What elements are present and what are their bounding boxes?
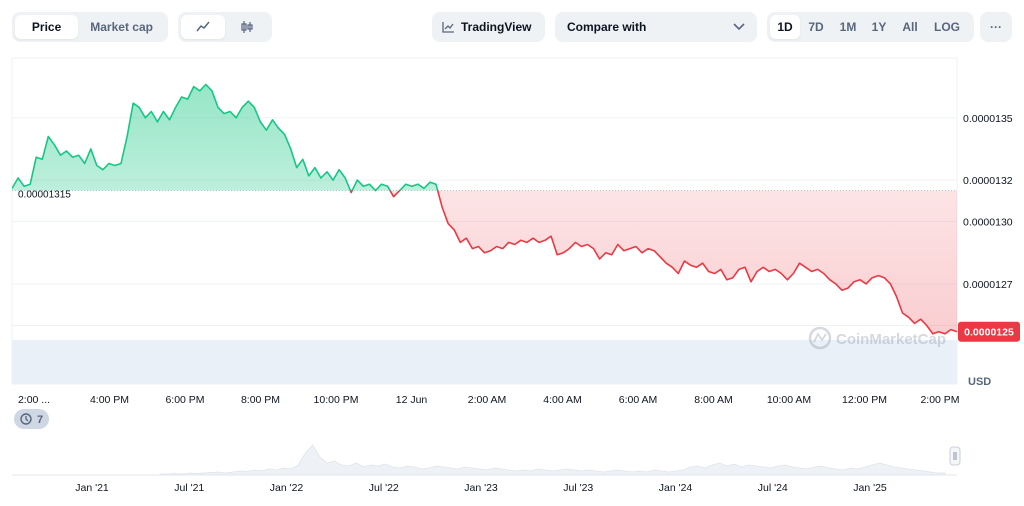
tradingview-label: TradingView — [461, 20, 532, 34]
candlestick-button[interactable] — [225, 15, 269, 39]
price-line-down — [349, 190, 957, 335]
navigator-handle[interactable] — [949, 446, 961, 466]
range-7d-button[interactable]: 7D — [808, 20, 824, 34]
x-tick-label: 6:00 PM — [165, 394, 204, 406]
y-tick-label: 0.0000127 — [963, 279, 1013, 291]
range-all-button[interactable]: All — [902, 20, 918, 34]
x-tick-label: 12 Jun — [396, 394, 428, 406]
tradingview-button[interactable]: TradingView — [432, 12, 545, 42]
y-tick-label: 0.0000135 — [963, 113, 1013, 125]
price-tab[interactable]: Price — [15, 15, 79, 39]
chart-style-toggle — [178, 12, 272, 42]
range-toggle: 1D 7D 1M 1Y All LOG — [767, 12, 974, 42]
y-tick-label: 0.0000125 — [963, 320, 1013, 332]
x-tick-label: 4:00 AM — [543, 394, 582, 406]
x-tick-label: 2:00 AM — [468, 394, 507, 406]
x-tick-label: 2:00 PM — [920, 394, 959, 406]
last-price-label: 0.0000125 — [964, 327, 1014, 339]
x-tick-label: 4:00 PM — [90, 394, 129, 406]
chevron-down-icon — [733, 23, 745, 31]
navigator-tick-label: Jan '22 — [270, 482, 304, 494]
navigator-tick-label: Jul '21 — [174, 482, 204, 494]
market-cap-tab[interactable]: Market cap — [90, 20, 153, 34]
x-tick-label: 8:00 AM — [694, 394, 733, 406]
volume-band — [12, 340, 957, 384]
compare-with-select[interactable]: Compare with — [555, 12, 757, 42]
y-tick-label: 0.0000130 — [963, 217, 1013, 229]
plot-frame — [11, 57, 958, 385]
coinmarketcap-watermark: CoinMarketCap — [808, 326, 946, 350]
navigator-tick-label: Jan '23 — [464, 482, 498, 494]
range-1m-button[interactable]: 1M — [839, 20, 857, 34]
price-line-up — [12, 83, 439, 191]
navigator-tick-label: Jan '25 — [853, 482, 887, 494]
more-options-icon: ··· — [990, 20, 1002, 34]
x-tick-label: 8:00 PM — [241, 394, 280, 406]
navigator-tick-label: Jul '22 — [369, 482, 399, 494]
navigator-tick-label: Jul '24 — [758, 482, 788, 494]
x-tick-label: 6:00 AM — [619, 394, 658, 406]
x-tick-label: 10:00 PM — [314, 394, 359, 406]
navigator-tick-label: Jan '24 — [659, 482, 693, 494]
line-chart-button[interactable] — [181, 15, 225, 39]
tradingview-chart-icon — [442, 21, 455, 33]
last-price-badge: 0.0000125 — [958, 321, 1020, 342]
events-badge[interactable]: 7 — [14, 409, 49, 429]
navigator-history-area — [159, 444, 946, 476]
watermark-text: CoinMarketCap — [836, 331, 946, 348]
currency-label: USD — [968, 376, 991, 388]
coinmarketcap-logo-icon — [808, 326, 832, 350]
range-1d-button[interactable]: 1D — [770, 15, 800, 39]
navigator-tick-label: Jul '23 — [563, 482, 593, 494]
area-above-baseline — [12, 84, 438, 191]
history-icon — [20, 413, 32, 425]
x-tick-label: 2:00 ... — [18, 394, 50, 406]
compare-with-label: Compare with — [567, 20, 647, 34]
y-tick-label: 0.0000132 — [963, 175, 1013, 187]
range-1y-button[interactable]: 1Y — [871, 20, 887, 34]
candlestick-icon — [240, 20, 254, 34]
events-count: 7 — [37, 414, 43, 426]
x-tick-label: 10:00 AM — [767, 394, 811, 406]
more-options-button[interactable]: ··· — [980, 12, 1012, 42]
metric-toggle: Price Market cap — [12, 12, 168, 42]
area-below-baseline — [12, 190, 957, 334]
navigator-tick-label: Jan '21 — [75, 482, 109, 494]
x-tick-label: 12:00 PM — [842, 394, 887, 406]
log-scale-button[interactable]: LOG — [934, 20, 960, 34]
baseline-value-label: 0.00001315 — [18, 189, 71, 200]
range-navigator[interactable]: Jan '21 Jul '21 Jan '22 Jul '22 Jan '23 Jul '… — [12, 444, 961, 494]
line-chart-icon — [196, 21, 210, 33]
